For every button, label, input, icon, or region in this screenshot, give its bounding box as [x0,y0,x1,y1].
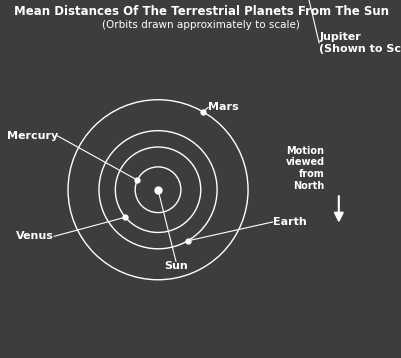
Text: Mars: Mars [208,102,238,112]
Text: Jupiter
(Shown to Scale): Jupiter (Shown to Scale) [318,32,401,54]
Text: (Orbits drawn approximately to scale): (Orbits drawn approximately to scale) [102,20,299,30]
Text: Mean Distances Of The Terrestrial Planets From The Sun: Mean Distances Of The Terrestrial Planet… [14,5,387,18]
Text: Sun: Sun [164,261,187,271]
Text: Venus: Venus [16,231,54,241]
Text: Earth: Earth [272,217,306,227]
Text: Mercury: Mercury [6,131,58,141]
Text: Motion
viewed
from
North: Motion viewed from North [285,146,324,191]
